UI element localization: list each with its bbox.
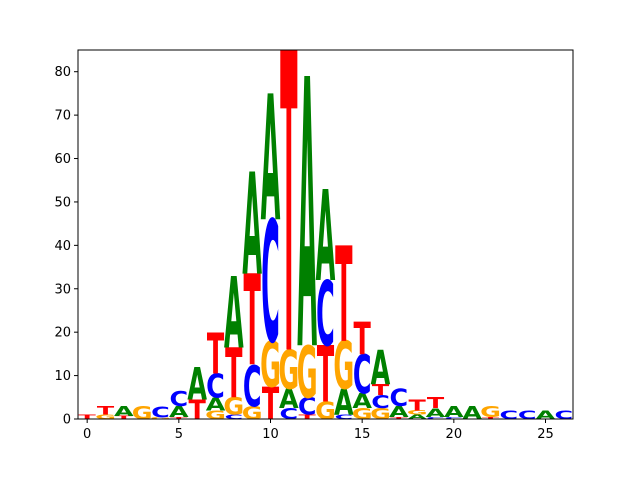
- logo-letter-a: A: [187, 358, 207, 411]
- logo-letter-g: G: [223, 392, 244, 420]
- logo-letter-c: C: [316, 264, 335, 367]
- logo-letter-g: G: [150, 417, 171, 420]
- logo-letter-t: T: [372, 382, 390, 399]
- y-tick-label: 40: [54, 239, 71, 254]
- logo-letter-a: A: [371, 342, 391, 397]
- logo-letter-g: G: [297, 331, 318, 415]
- y-tick-label: 70: [54, 109, 71, 124]
- logo-letter-t: T: [115, 415, 133, 420]
- logo-letter-g: G: [205, 408, 226, 422]
- logo-letter-t: T: [79, 414, 97, 421]
- y-tick-label: 50: [54, 195, 71, 210]
- logo-letter-t: T: [409, 397, 427, 414]
- logo-letter-g: G: [333, 328, 354, 404]
- x-axis: 0 5 10 15 20 25: [83, 419, 554, 442]
- logo-letter-t: T: [97, 404, 115, 418]
- logo-letter-g: G: [278, 339, 299, 402]
- logo-letter-a: A: [242, 144, 262, 307]
- logo-letter-g: G: [95, 414, 116, 421]
- logo-letter-a: A: [389, 403, 409, 420]
- logo-letter-a: A: [407, 414, 428, 421]
- plot-frame: [77, 49, 574, 420]
- logo-letter-a: A: [316, 165, 336, 311]
- logo-letter-a: A: [334, 382, 354, 424]
- y-axis: 0 10 20 30 40 50 60 70 80: [54, 65, 78, 428]
- logo-letter-t: T: [189, 395, 207, 426]
- logo-letter-c: C: [445, 416, 464, 419]
- logo-letter-a: A: [352, 389, 372, 413]
- y-tick-label: 20: [54, 326, 71, 341]
- logo-letter-c: C: [335, 414, 354, 421]
- logo-letter-a: A: [426, 406, 446, 420]
- logo-letter-t: T: [390, 416, 408, 419]
- logo-letter-g: G: [315, 397, 336, 425]
- x-tick-label: 10: [262, 427, 279, 442]
- logo-letter-a: A: [279, 385, 299, 416]
- logo-letter-t: T: [335, 220, 352, 373]
- logo-letter-c: C: [371, 393, 390, 413]
- logo-letter-a: A: [261, 60, 281, 261]
- logo-letter-g: G: [407, 409, 428, 416]
- y-tick-label: 30: [54, 282, 71, 297]
- logo-letter-c: C: [500, 408, 519, 422]
- logo-letter-c: C: [206, 367, 225, 405]
- x-tick-label: 0: [83, 427, 91, 442]
- logo-letter-c: C: [426, 416, 445, 419]
- y-tick-label: 80: [54, 65, 71, 80]
- logo-letter-t: T: [280, 0, 297, 447]
- logo-letter-a: A: [536, 408, 556, 422]
- x-tick-label: 15: [354, 427, 371, 442]
- logo-letter-a: A: [114, 403, 134, 419]
- logo-letter-a: A: [462, 404, 482, 424]
- logo-letter-c: C: [518, 408, 537, 422]
- logo-letter-c: C: [261, 187, 280, 381]
- logo-letter-g: G: [370, 405, 391, 422]
- logo-letter-a: A: [169, 403, 189, 420]
- logo-letter-g: G: [480, 403, 501, 420]
- logo-letter-c: C: [353, 343, 372, 406]
- logo-letter-c: C: [151, 403, 170, 421]
- logo-letter-g: G: [242, 404, 263, 424]
- logo-letter-t: T: [225, 335, 242, 415]
- x-tick-label: 5: [175, 427, 183, 442]
- logo-letter-t: T: [299, 414, 317, 421]
- y-tick-label: 10: [54, 369, 71, 384]
- logo-letter-a: A: [206, 395, 226, 415]
- logo-letter-t: T: [354, 312, 371, 365]
- x-tick-label: 20: [446, 427, 463, 442]
- x-tick-label: 25: [537, 427, 554, 442]
- logo-letter-c: C: [170, 387, 189, 411]
- logo-letter-g: G: [352, 405, 373, 422]
- y-tick-label: 0: [63, 413, 71, 428]
- logo-letter-a: A: [444, 403, 464, 420]
- logo-letter-t: T: [170, 416, 188, 419]
- logo-letter-c: C: [390, 384, 409, 412]
- logo-letter-c: C: [555, 408, 574, 422]
- logo-letter-c: C: [280, 405, 299, 422]
- logo-letter-t: T: [262, 377, 279, 430]
- logo-letter-t: T: [207, 322, 224, 388]
- logo-letter-c: C: [298, 392, 317, 420]
- y-tick-label: 60: [54, 152, 71, 167]
- logo-letter-c: C: [243, 354, 262, 420]
- logo-letter-t: T: [244, 250, 261, 396]
- logo-letter-t: T: [427, 395, 445, 412]
- logo-letter-g: G: [132, 404, 153, 424]
- logo-letter-a: A: [224, 256, 244, 371]
- logo-letter-t: T: [482, 416, 500, 419]
- logo-letter-c: C: [225, 414, 244, 421]
- logo-letter-t: T: [317, 330, 334, 420]
- logo-letter-a: A: [297, 2, 317, 432]
- logo-letter-g: G: [260, 330, 281, 402]
